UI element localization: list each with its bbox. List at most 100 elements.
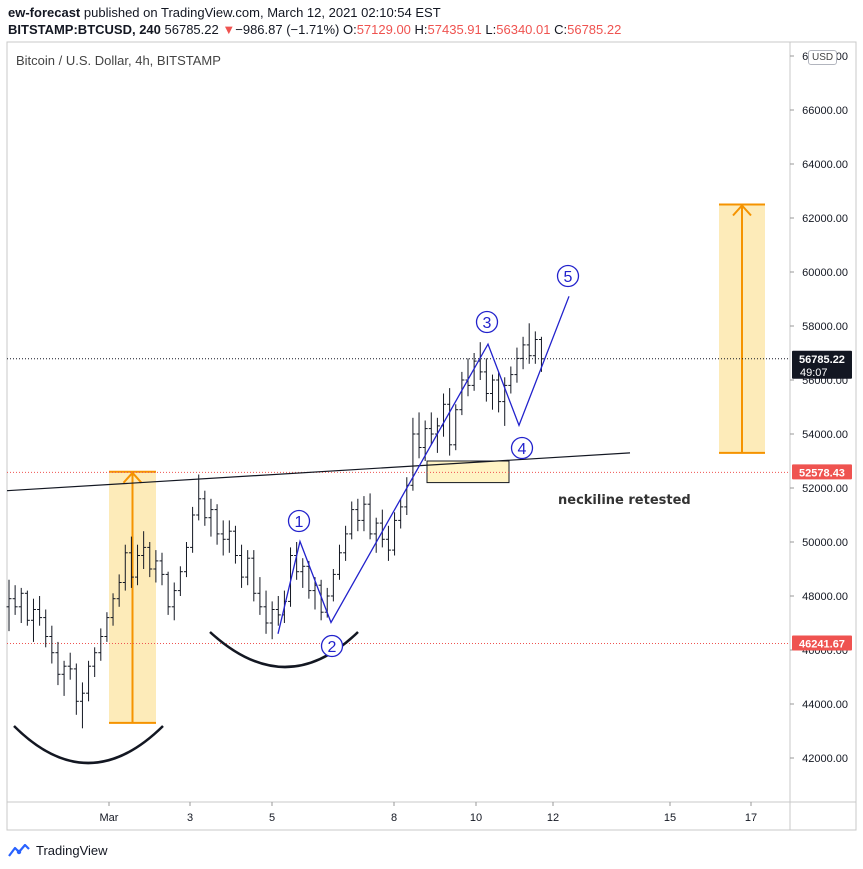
ohlc-bar	[12, 585, 18, 615]
wave-label-circle	[475, 310, 499, 334]
footer-brand[interactable]: TradingView	[8, 843, 108, 858]
open-label: O:	[342, 22, 357, 37]
last-price: 56785.22	[164, 22, 219, 37]
price-label-bg	[792, 350, 852, 379]
wave-label-2: 2	[328, 639, 337, 656]
low-label: L:	[485, 22, 497, 37]
ohlc-bar	[526, 323, 532, 364]
ohlc-bar	[86, 660, 92, 702]
ohlc-bar	[379, 509, 385, 548]
ohlc-bar	[92, 647, 98, 677]
ohlc-bar	[502, 377, 508, 426]
ohlc-bar	[43, 609, 49, 648]
ohlc-bar	[349, 501, 355, 540]
x-tick-label: Mar	[100, 812, 119, 824]
ohlc-bar	[361, 496, 367, 532]
x-tick-label: 5	[269, 812, 275, 824]
ohlc-bar	[135, 544, 141, 586]
low-value: 56340.01	[496, 22, 551, 37]
x-tick-label: 3	[187, 812, 193, 824]
ohlc-bar	[496, 371, 502, 413]
ohlc-bar	[410, 417, 416, 491]
ohlc-bar	[79, 682, 85, 729]
ohlc-bar	[214, 504, 220, 545]
ohlc-bar	[251, 550, 257, 602]
ohlc-bar	[177, 566, 183, 596]
x-tick-label: 15	[664, 812, 676, 824]
ohlc-bar	[398, 498, 404, 529]
ohlc-bar	[520, 336, 526, 370]
chart-frame	[6, 41, 857, 831]
ohlc-bar	[441, 393, 447, 437]
y-tick-label: 42000.00	[802, 753, 848, 765]
ohlc-bar	[434, 417, 440, 453]
ohlc-bar	[447, 388, 453, 456]
ohlc-bar	[232, 525, 238, 564]
ohlc-bar	[18, 587, 24, 623]
ohlc-bar	[343, 525, 349, 561]
close-value: 56785.22	[567, 22, 622, 37]
ohlc-bar	[165, 571, 171, 615]
wave-label-5: 5	[564, 269, 573, 286]
ohlc-bar	[306, 560, 312, 599]
ohlc-bar	[373, 517, 379, 553]
currency-badge[interactable]: USD	[808, 50, 838, 65]
close-label: C:	[554, 22, 568, 37]
x-tick-label: 17	[745, 812, 757, 824]
price-label: 46241.67	[792, 635, 852, 651]
ohlc-bar	[202, 490, 208, 526]
ohlc-bar	[141, 531, 147, 569]
publish-info: ew-forecast published on TradingView.com…	[8, 5, 441, 20]
ohlc-bar	[471, 353, 477, 391]
ohlc-header: BITSTAMP:BTCUSD, 240 56785.22 ▼−986.87 (…	[8, 22, 621, 37]
y-tick-label: 48000.00	[802, 591, 848, 603]
price-label-text: 56785.22	[799, 354, 845, 366]
high-label: H:	[414, 22, 428, 37]
ohlc-bar	[190, 506, 196, 553]
ohlc-bar	[459, 371, 465, 416]
ohlc-bar	[508, 366, 514, 394]
y-tick-label: 44000.00	[802, 699, 848, 711]
ohlc-bar	[453, 404, 459, 451]
y-tick-label: 64000.00	[802, 159, 848, 171]
ohlc-bar	[30, 598, 36, 642]
ohlc-bar	[147, 542, 153, 578]
y-tick-label: 58000.00	[802, 321, 848, 333]
ohlc-bar	[183, 542, 189, 578]
y-tick-label: 52000.00	[802, 483, 848, 495]
ohlc-bar	[6, 579, 12, 632]
brand-name: TradingView	[36, 843, 108, 858]
open-value: 57129.00	[356, 22, 411, 37]
wave-label-circle	[287, 509, 311, 533]
ohlc-bar	[367, 493, 373, 540]
ohlc-bar	[24, 590, 30, 626]
y-tick-label: 50000.00	[802, 537, 848, 549]
ohlc-bar	[318, 579, 324, 621]
chart-title: Bitcoin / U.S. Dollar, 4h, BITSTAMP	[16, 53, 221, 68]
ohlc-bar	[428, 412, 434, 445]
symbol-label: BITSTAMP:BTCUSD, 240	[8, 22, 161, 37]
left-shoulder-arc	[13, 725, 164, 765]
ohlc-bar	[514, 347, 520, 383]
ohlc-bar	[336, 544, 342, 580]
author-name[interactable]: ew-forecast	[8, 5, 81, 20]
ohlc-bar	[67, 652, 73, 680]
high-value: 57435.91	[427, 22, 482, 37]
ohlc-bar	[532, 331, 538, 364]
ohlc-bar	[483, 358, 489, 402]
ohlc-bar	[128, 536, 134, 588]
ohlc-bar	[239, 544, 245, 588]
ohlc-bar	[49, 625, 55, 664]
x-tick-label: 10	[470, 812, 482, 824]
ohlc-bar	[98, 628, 104, 661]
ohlc-bar	[208, 498, 214, 537]
neckline	[6, 452, 631, 492]
target-arrow-icon	[732, 204, 752, 217]
tradingview-logo-icon	[8, 843, 30, 857]
price-change: −986.87 (−1.71%)	[235, 22, 340, 37]
change-arrow-icon: ▼	[222, 22, 236, 37]
price-label: 52578.43	[792, 464, 852, 480]
ohlc-bar	[288, 547, 294, 607]
